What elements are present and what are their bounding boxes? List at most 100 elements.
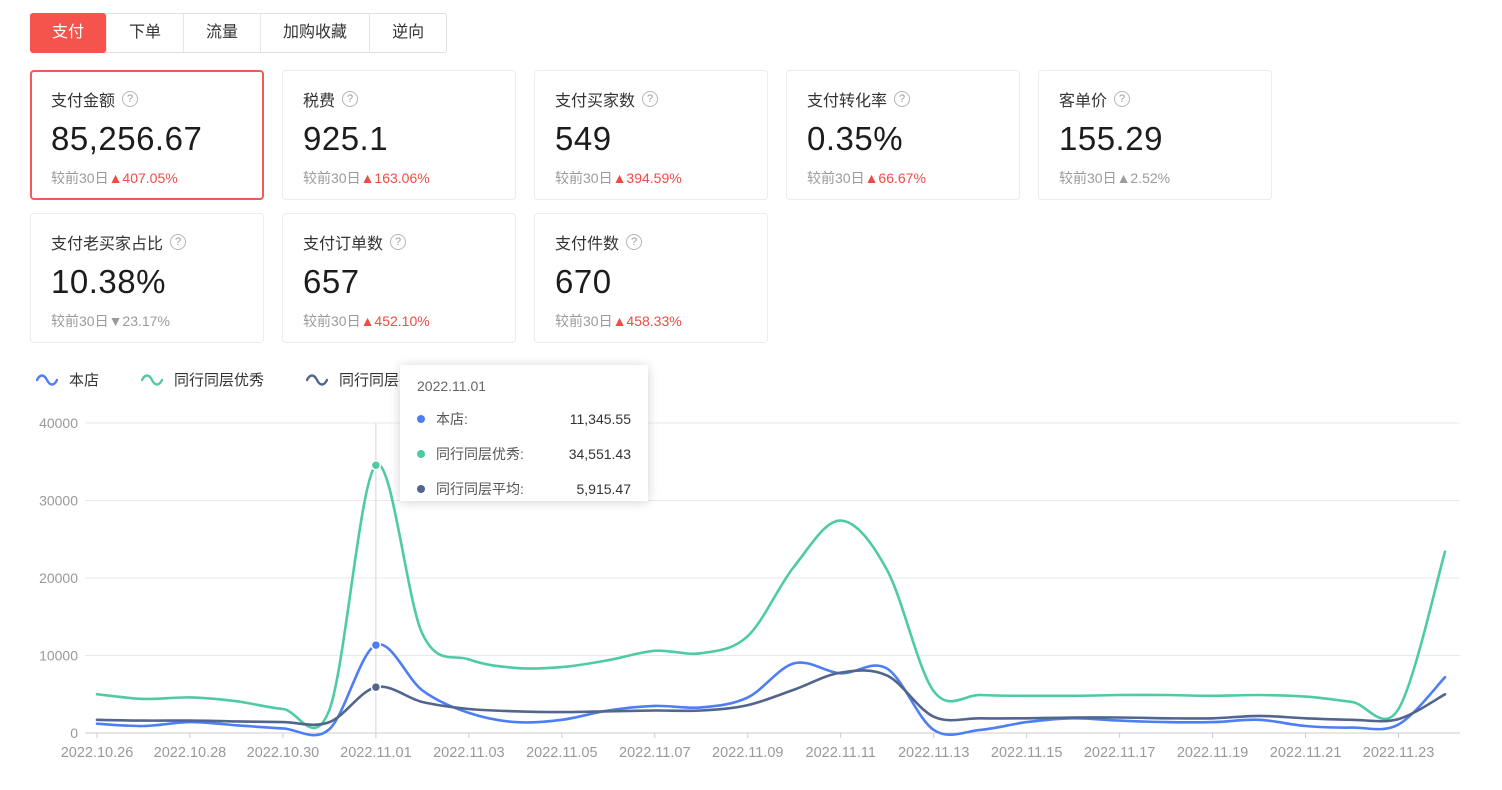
metric-card-payment-items[interactable]: 支付件数 670 较前30日▲458.33% <box>534 213 768 343</box>
delta-value: ▲66.67% <box>864 170 926 186</box>
card-title-text: 客单价 <box>1059 93 1108 110</box>
card-title: 支付件数 <box>555 230 747 254</box>
card-delta: 较前30日▲163.06% <box>303 168 495 188</box>
metric-card-payment-buyers[interactable]: 支付买家数 549 较前30日▲394.59% <box>534 70 768 200</box>
tooltip-value: 11,345.55 <box>569 411 631 427</box>
line-wave-icon <box>306 373 329 386</box>
metric-card-tax-fee[interactable]: 税费 925.1 较前30日▲163.06% <box>282 70 516 200</box>
card-title-text: 支付转化率 <box>807 93 888 110</box>
delta-value: ▼23.17% <box>108 313 170 329</box>
tab-cart-favorite[interactable]: 加购收藏 <box>260 14 369 52</box>
tooltip-label: 同行同层平均: <box>436 481 524 497</box>
trend-chart[interactable]: 0 10000 20000 30000 40000 2022.10.26 2022.10.2… <box>0 405 1502 790</box>
y-tick-label: 40000 <box>39 415 78 431</box>
tooltip-value: 34,551.43 <box>568 446 631 462</box>
tooltip-row: 同行同层优秀: 34,551.43 <box>417 444 631 464</box>
legend-label: 同行同层优秀 <box>174 372 265 389</box>
card-value: 85,256.67 <box>51 120 203 157</box>
card-value: 10.38% <box>51 263 166 300</box>
y-tick-label: 10000 <box>39 648 78 664</box>
y-tick-label: 0 <box>70 725 78 741</box>
legend-item-own-store[interactable]: 本店 <box>36 369 99 390</box>
compare-label: 较前30日 <box>555 170 613 186</box>
tab-order[interactable]: 下单 <box>106 14 183 52</box>
card-title-text: 税费 <box>303 93 336 110</box>
card-delta: 较前30日▼23.17% <box>51 311 243 331</box>
help-icon[interactable] <box>894 91 911 107</box>
x-tick-label: 2022.11.09 <box>712 745 784 761</box>
tooltip-row: 同行同层平均: 5,915.47 <box>417 479 631 499</box>
card-title: 支付转化率 <box>807 87 999 111</box>
card-title: 支付订单数 <box>303 230 495 254</box>
hover-dot-1 <box>370 459 382 471</box>
card-value: 0.35% <box>807 120 904 157</box>
delta-value: ▲452.10% <box>360 313 430 329</box>
help-icon[interactable] <box>626 234 643 250</box>
tab-payment[interactable]: 支付 <box>30 13 107 53</box>
card-value: 670 <box>555 263 612 300</box>
x-tick-label: 2022.10.28 <box>154 745 227 761</box>
tooltip-date: 2022.11.01 <box>417 378 487 394</box>
card-delta: 较前30日▲66.67% <box>807 168 999 188</box>
card-value: 155.29 <box>1059 120 1163 157</box>
card-title-text: 支付金额 <box>51 93 116 110</box>
compare-label: 较前30日 <box>303 170 361 186</box>
card-title: 支付金额 <box>51 87 243 111</box>
card-title: 税费 <box>303 87 495 111</box>
card-value: 657 <box>303 263 360 300</box>
x-tick-label: 2022.10.26 <box>61 745 134 761</box>
series-dot-icon <box>417 485 425 493</box>
x-tick-label: 2022.11.23 <box>1363 745 1435 761</box>
y-tick-label: 20000 <box>39 570 78 586</box>
metric-card-avg-order-value[interactable]: 客单价 155.29 较前30日▲2.52% <box>1038 70 1272 200</box>
tab-traffic[interactable]: 流量 <box>183 14 260 52</box>
card-title: 支付买家数 <box>555 87 747 111</box>
delta-value: ▲394.59% <box>612 170 682 186</box>
x-tick-label: 2022.11.15 <box>991 745 1063 761</box>
tooltip-value: 5,915.47 <box>576 481 632 497</box>
delta-value: ▲163.06% <box>360 170 430 186</box>
help-icon[interactable] <box>122 91 139 107</box>
card-delta: 较前30日▲2.52% <box>1059 168 1251 188</box>
card-title-text: 支付老买家占比 <box>51 236 164 253</box>
help-icon[interactable] <box>170 234 187 250</box>
hover-dot-2 <box>370 681 382 693</box>
series-line-0 <box>95 643 1447 737</box>
x-tick-label: 2022.11.11 <box>806 745 876 761</box>
legend-item-peer-excellent[interactable]: 同行同层优秀 <box>141 369 264 390</box>
help-icon[interactable] <box>642 91 659 107</box>
card-title: 支付老买家占比 <box>51 230 243 254</box>
chart-tooltip: 2022.11.01 本店: 11,345.55 同行同层优秀: 34,551.… <box>400 365 648 501</box>
card-value: 549 <box>555 120 612 157</box>
metric-card-payment-orders[interactable]: 支付订单数 657 较前30日▲452.10% <box>282 213 516 343</box>
metric-cards-row-1: 支付金额 85,256.67 较前30日▲407.05% 税费 925.1 较前… <box>30 70 1272 200</box>
compare-label: 较前30日 <box>1059 170 1117 186</box>
help-icon[interactable] <box>342 91 359 107</box>
metric-card-payment-conversion[interactable]: 支付转化率 0.35% 较前30日▲66.67% <box>786 70 1020 200</box>
metric-card-repeat-buyer-ratio[interactable]: 支付老买家占比 10.38% 较前30日▼23.17% <box>30 213 264 343</box>
compare-label: 较前30日 <box>555 313 613 329</box>
y-tick-label: 30000 <box>39 493 78 509</box>
card-title-text: 支付买家数 <box>555 93 636 110</box>
tooltip-label: 本店: <box>436 411 468 427</box>
series-dot-icon <box>417 415 425 423</box>
card-delta: 较前30日▲458.33% <box>555 311 747 331</box>
series-line-1 <box>95 463 1447 730</box>
chart-legend: 本店 同行同层优秀 同行同层平均 <box>36 369 429 390</box>
compare-label: 较前30日 <box>51 170 109 186</box>
legend-label: 本店 <box>69 372 100 389</box>
card-title: 客单价 <box>1059 87 1251 111</box>
compare-label: 较前30日 <box>303 313 361 329</box>
compare-label: 较前30日 <box>807 170 865 186</box>
tooltip-row: 本店: 11,345.55 <box>417 409 631 429</box>
metric-card-payment-amount[interactable]: 支付金额 85,256.67 较前30日▲407.05% <box>30 70 264 200</box>
x-tick-label: 2022.11.01 <box>340 745 412 761</box>
help-icon[interactable] <box>390 234 407 250</box>
tab-reverse[interactable]: 逆向 <box>369 14 446 52</box>
x-tick-label: 2022.11.17 <box>1084 745 1156 761</box>
x-tick-label: 2022.11.13 <box>898 745 970 761</box>
x-tick-label: 2022.11.05 <box>526 745 598 761</box>
help-icon[interactable] <box>1114 91 1131 107</box>
card-delta: 较前30日▲407.05% <box>51 168 243 188</box>
